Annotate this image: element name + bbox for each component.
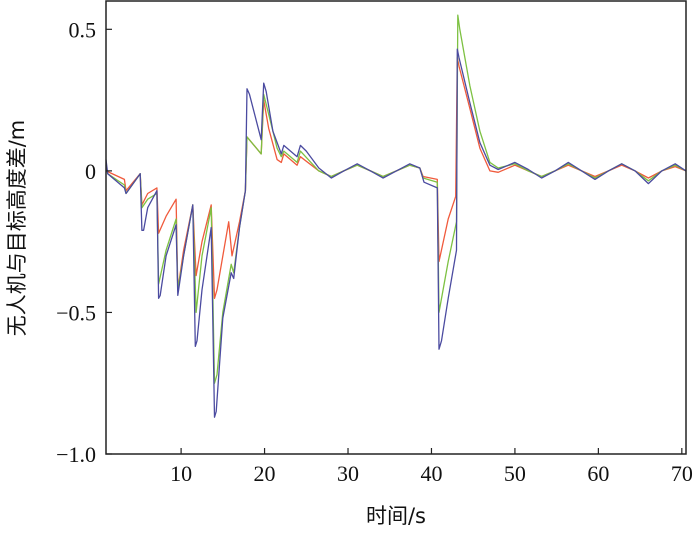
series-line-0 bbox=[105, 56, 687, 299]
y-axis-label: 无人机与目标高度差/m bbox=[5, 120, 29, 337]
series-line-1 bbox=[105, 14, 687, 384]
x-tick-label: 40 bbox=[420, 461, 442, 486]
x-tick-label: 60 bbox=[587, 461, 609, 486]
ticks-layer: 10 20 30 40 50 60 70 0.5 0 −0.5 −1.0 bbox=[56, 17, 693, 486]
x-tick-label: 70 bbox=[671, 461, 693, 486]
plot-frame bbox=[105, 0, 687, 455]
series-line-2 bbox=[105, 48, 687, 418]
y-tick-label: −1.0 bbox=[56, 442, 96, 467]
x-tick-label: 20 bbox=[254, 461, 276, 486]
x-tick-label: 30 bbox=[337, 461, 359, 486]
x-tick-label: 10 bbox=[170, 461, 192, 486]
y-tick-label: −0.5 bbox=[56, 300, 96, 325]
x-axis-label: 时间/s bbox=[366, 504, 426, 528]
series-layer bbox=[105, 14, 687, 418]
y-tick-label: 0.5 bbox=[69, 17, 97, 42]
x-tick-label: 50 bbox=[504, 461, 526, 486]
y-tick-label: 0 bbox=[85, 159, 96, 184]
